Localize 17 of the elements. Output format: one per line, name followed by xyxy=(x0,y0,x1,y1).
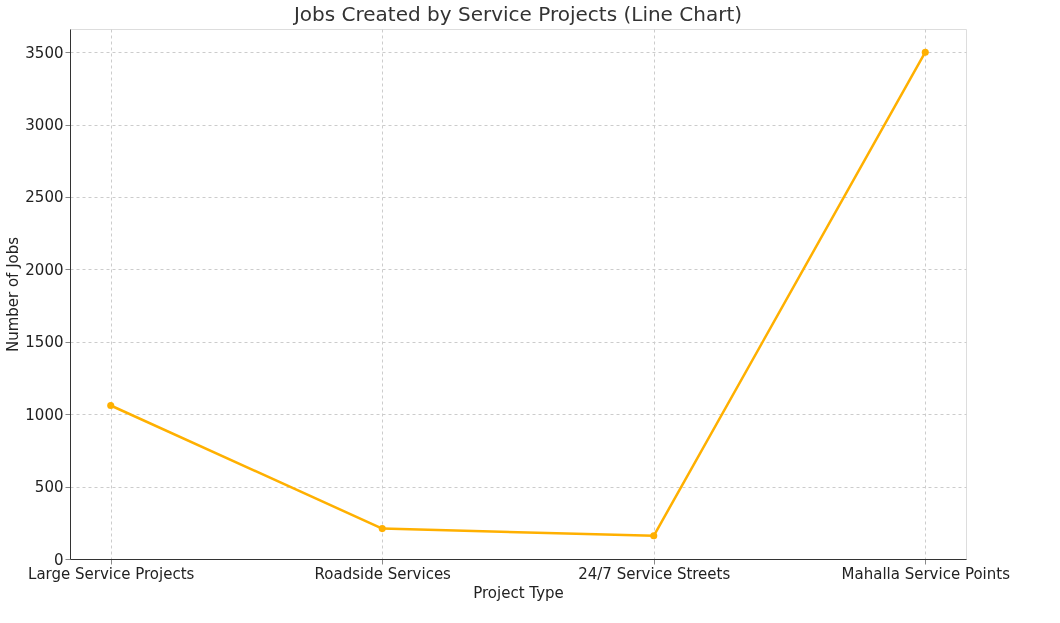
y-axis-title: Number of Jobs xyxy=(4,236,23,353)
y-tick-label: 3500 xyxy=(25,43,64,62)
x-tick-label: Roadside Services xyxy=(314,564,452,583)
x-tick-label: Mahalla Service Points xyxy=(841,564,1011,583)
point xyxy=(378,525,386,533)
y-tick-label: 1500 xyxy=(25,333,64,352)
y-tick-label: 2000 xyxy=(25,260,64,279)
point xyxy=(921,48,929,56)
y-tick-label: 1000 xyxy=(25,405,64,424)
point xyxy=(107,401,115,410)
y-tick-label: 500 xyxy=(34,478,64,497)
x-tick-label: 24/7 Service Streets xyxy=(578,564,731,583)
x-axis-title: Project Type xyxy=(473,583,564,602)
chart-title: Jobs Created by Service Projects (Line Chart) xyxy=(291,2,743,26)
y-tick-label: 3000 xyxy=(25,116,64,135)
y-tick-label: 2500 xyxy=(25,188,64,207)
point xyxy=(650,532,658,540)
